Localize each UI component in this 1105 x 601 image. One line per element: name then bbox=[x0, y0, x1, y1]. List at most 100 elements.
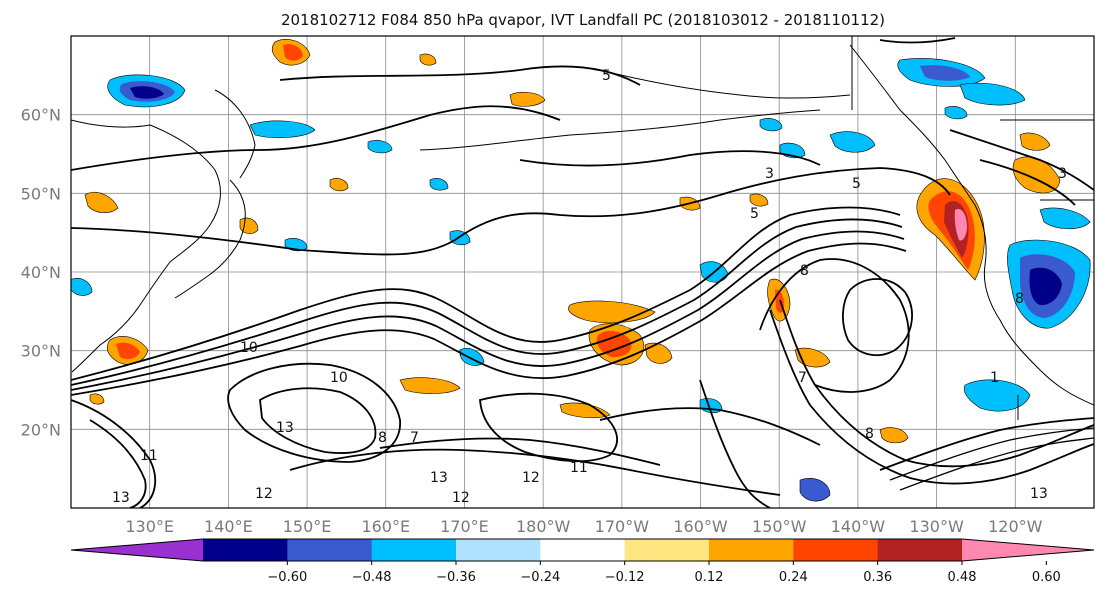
contour-label: 11 bbox=[140, 448, 158, 464]
anomaly-patch bbox=[84, 191, 119, 213]
ivt-contour-3b bbox=[979, 159, 1076, 206]
lon-tick-label: 170°E bbox=[440, 517, 489, 536]
colorbar-tick-label: 0.48 bbox=[948, 570, 977, 585]
anomaly-patch bbox=[419, 53, 437, 66]
lon-tick-label: 130°W bbox=[909, 517, 964, 536]
anomaly-patch bbox=[329, 178, 349, 192]
anomaly-patch bbox=[944, 106, 968, 120]
contour-label: 13 bbox=[1030, 486, 1048, 502]
ivt-contour-loop-b bbox=[769, 309, 1094, 485]
ivt-contour-4 bbox=[71, 105, 561, 171]
contour-label: 8 bbox=[378, 430, 387, 446]
contour-label: 13 bbox=[112, 490, 130, 506]
contour-label: 1 bbox=[990, 370, 999, 386]
anomaly-patch bbox=[1019, 132, 1051, 151]
ivt-contour-5b bbox=[519, 150, 821, 167]
contour-label: 3 bbox=[1058, 166, 1067, 182]
anomaly-patch bbox=[130, 86, 164, 99]
longitude-labels: 130°E 140°E 150°E 160°E 170°E 180°W 170°W 160°W… bbox=[125, 517, 1042, 536]
ivt-contour-east-jet bbox=[879, 417, 1094, 471]
colorbar-segment bbox=[203, 539, 288, 561]
anomaly-patch bbox=[367, 140, 393, 154]
colorbar-segment bbox=[793, 539, 879, 561]
ivt-contour-7 bbox=[759, 258, 910, 393]
anomaly-patch bbox=[759, 118, 783, 132]
colorbar-extend-min bbox=[71, 539, 203, 561]
ivt-contour-east-jet-c bbox=[899, 437, 1094, 491]
ivt-contour-8 bbox=[842, 278, 913, 357]
colorbar-tick-label: −0.48 bbox=[352, 570, 392, 585]
contour-label: 8 bbox=[1015, 291, 1024, 307]
contour-label: 13 bbox=[276, 420, 294, 436]
colorbar: −0.60 −0.48 −0.36 −0.24 −0.12 0.12 0.24 0.36 0.4… bbox=[70, 538, 1095, 585]
colorbar-tick-label: 0.12 bbox=[695, 570, 724, 585]
contour-label: 12 bbox=[255, 486, 273, 502]
ivt-contour-jet-a bbox=[71, 206, 901, 381]
colorbar-tick-label: −0.36 bbox=[436, 570, 476, 585]
anomaly-patch bbox=[879, 427, 909, 444]
map-frame bbox=[70, 35, 1095, 509]
anomaly-patch bbox=[89, 393, 105, 405]
ivt-contour-central bbox=[599, 407, 821, 446]
anomaly-patch bbox=[399, 377, 461, 394]
contour-label: 10 bbox=[240, 340, 258, 356]
aleutian-coast bbox=[419, 109, 821, 151]
lon-tick-label: 160°E bbox=[361, 517, 410, 536]
ivt-contour-jet-b bbox=[71, 218, 903, 386]
figure-title: 2018102712 F084 850 hPa qvapor, IVT Land… bbox=[281, 11, 885, 29]
contour-label: 5 bbox=[602, 68, 611, 84]
colorbar-segment bbox=[540, 539, 626, 561]
ivt-contour-3 bbox=[279, 65, 641, 86]
contour-label: 5 bbox=[750, 206, 759, 222]
lat-tick-label: 20°N bbox=[21, 420, 61, 439]
anomaly-patch bbox=[429, 178, 449, 191]
lon-tick-label: 180°W bbox=[516, 517, 571, 536]
contour-label: 12 bbox=[452, 490, 470, 506]
alaska-coast bbox=[599, 69, 851, 99]
contour-label: 7 bbox=[798, 370, 807, 386]
contour-label: 12 bbox=[522, 470, 540, 486]
contour-label: 11 bbox=[570, 460, 588, 476]
anomaly-patch bbox=[249, 120, 316, 139]
ivt-contour-13 bbox=[379, 437, 661, 466]
anomaly-patch bbox=[1039, 207, 1091, 230]
ivt-contour-1 bbox=[879, 37, 956, 44]
lat-tick-label: 50°N bbox=[21, 184, 61, 203]
colorbar-segment bbox=[371, 539, 457, 561]
colorbar-tick-label: 0.60 bbox=[1032, 570, 1061, 585]
lat-tick-label: 60°N bbox=[21, 106, 61, 125]
colorbar-extend-max bbox=[962, 539, 1094, 561]
contour-label: 8 bbox=[865, 426, 874, 442]
anomaly-patch bbox=[596, 330, 632, 358]
colorbar-tick-label: 0.36 bbox=[863, 570, 892, 585]
colorbar-segment bbox=[456, 539, 541, 561]
ivt-contour-east-jet-b bbox=[889, 427, 1094, 481]
anomaly-patch bbox=[509, 91, 546, 107]
lat-tick-label: 40°N bbox=[21, 263, 61, 282]
colorbar-tick-label: −0.12 bbox=[605, 570, 645, 585]
colorbar-segment bbox=[877, 539, 963, 561]
contour-label: 10 bbox=[330, 370, 348, 386]
contour-label: 5 bbox=[852, 176, 861, 192]
ivt-contour-south bbox=[479, 392, 618, 463]
colorbar-segment bbox=[287, 539, 373, 561]
anomaly-patch bbox=[959, 82, 1026, 106]
colorbar-segment bbox=[624, 539, 710, 561]
anomaly-patch bbox=[644, 342, 673, 364]
qvapor-shading bbox=[71, 39, 1091, 502]
colorbar-tick-label: −0.24 bbox=[520, 570, 560, 585]
lon-tick-label: 170°W bbox=[595, 517, 650, 536]
ivt-contour-10 bbox=[227, 362, 401, 463]
ivt-contour-jet-c bbox=[71, 230, 905, 391]
anomaly-patch bbox=[954, 209, 967, 241]
contour-label: 13 bbox=[430, 470, 448, 486]
lon-tick-label: 150°W bbox=[752, 517, 807, 536]
ivt-contour-jet-d bbox=[71, 242, 907, 396]
anomaly-patch bbox=[963, 379, 1031, 412]
anomaly-patch bbox=[920, 65, 970, 81]
map-content bbox=[71, 36, 1094, 508]
lat-tick-label: 30°N bbox=[21, 342, 61, 361]
ivt-contour-trough bbox=[699, 379, 771, 508]
anomaly-patch bbox=[1029, 267, 1062, 306]
